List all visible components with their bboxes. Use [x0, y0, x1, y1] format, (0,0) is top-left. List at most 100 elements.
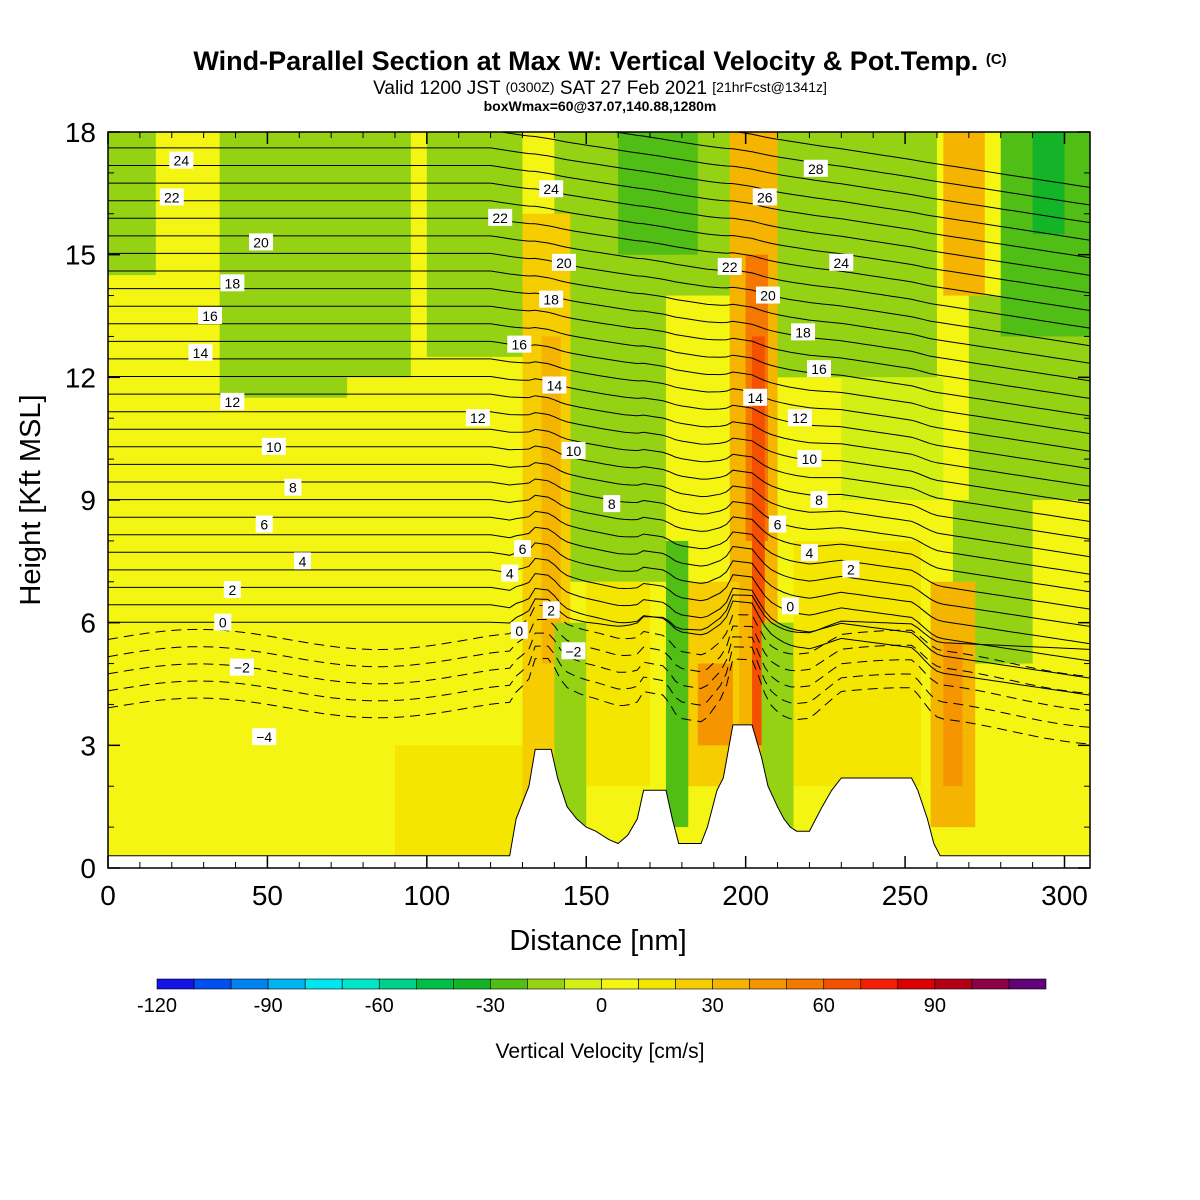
isotherm-label-text: 24 [834, 255, 850, 271]
isotherm-line [108, 147, 1090, 241]
isotherm-label-bg [252, 728, 277, 746]
isotherm-label-bg [261, 437, 286, 455]
colorbar-swatch [527, 978, 565, 990]
isotherm-label-text: 6 [260, 517, 268, 533]
isotherm-label-text: 18 [795, 324, 811, 340]
colorbar-swatch [564, 978, 602, 990]
shading-cell [943, 132, 985, 296]
isotherm-label: 26 [752, 188, 777, 206]
isotherm-label: 16 [507, 335, 532, 353]
isotherm-label-bg [797, 450, 822, 468]
colorbar-swatch [601, 978, 639, 990]
isotherm-label-text: 18 [543, 292, 559, 308]
isotherm-line [498, 132, 1090, 224]
isotherm-label-text: 14 [747, 390, 763, 406]
colorbar-swatch [860, 978, 899, 990]
isotherm-label: 16 [198, 307, 223, 324]
isotherm-label-bg [542, 601, 560, 619]
isotherm-line [108, 526, 1090, 627]
isotherm-label-text: 16 [202, 308, 218, 324]
isotherm-line [108, 252, 1090, 347]
colorbar-tick-label: -90 [254, 995, 283, 1017]
isotherm-label-bg [198, 307, 223, 324]
y-tick-label: 3 [80, 730, 96, 761]
isotherm-line [108, 376, 1090, 470]
isotherm-line [108, 305, 1090, 399]
isotherm-label: 0 [214, 613, 232, 631]
isotherm-label-bg [803, 159, 828, 177]
isotherm-label-bg [829, 253, 854, 271]
isotherm-label-text: 0 [786, 598, 794, 614]
isotherm-label-bg [229, 658, 254, 676]
isotherm-label-text: 8 [815, 492, 823, 508]
isotherm-label-bg [755, 286, 780, 304]
colorbar-tick-label: -30 [476, 995, 505, 1017]
isotherm-label: 6 [255, 515, 273, 533]
isotherm-label: 22 [717, 257, 742, 275]
x-tick-label: 200 [722, 880, 769, 911]
isotherm-label-text: 20 [760, 288, 776, 304]
shading-cell [474, 132, 523, 255]
isotherm-label: 0 [781, 597, 799, 615]
x-tick-label: 250 [882, 880, 929, 911]
y-tick-label: 15 [65, 240, 96, 271]
isotherm-label-bg [249, 233, 274, 251]
shading-cell [394, 745, 523, 868]
colorbar-swatch [934, 978, 973, 990]
box-info: boxWmax=60@37.07,140.88,1280m [483, 98, 717, 114]
isotherm-label-text: −2 [234, 660, 250, 676]
isotherm-label-text: 20 [253, 234, 269, 250]
isotherm-line [108, 340, 1090, 435]
y-tick-label: 0 [80, 853, 96, 884]
isotherm-label-text: 24 [543, 181, 559, 197]
colorbar-tick-label: 30 [702, 995, 724, 1017]
shading-cell [273, 132, 332, 296]
isotherm-label-bg [561, 441, 586, 459]
colorbar-swatch [823, 978, 862, 990]
isotherm-label-bg [488, 208, 513, 226]
colorbar-swatch [156, 978, 195, 990]
colorbar-tick-label: 0 [596, 995, 607, 1017]
shading-cell [108, 132, 156, 276]
isotherm-label-text: 2 [847, 562, 855, 578]
isotherm-label-bg [806, 360, 831, 378]
isotherm-line [108, 217, 1090, 311]
isotherm-label-text: 2 [547, 602, 555, 618]
colorbar-tick-label: 60 [813, 995, 835, 1017]
isotherm-label: 6 [769, 515, 787, 533]
copyright-mark: (C) [985, 51, 1007, 68]
y-tick-label: 6 [80, 608, 96, 639]
colorbar-swatch [304, 978, 343, 990]
isotherm-label-text: 8 [289, 480, 297, 496]
colorbar-swatch [897, 978, 936, 990]
valid-time-line: Valid 1200 JST (0300Z) SAT 27 Feb 2021 [… [373, 78, 827, 99]
isotherm-label-bg [510, 621, 528, 639]
x-tick-label: 0 [100, 880, 116, 911]
isotherm-label: 12 [787, 409, 812, 427]
isotherm-line [108, 572, 1090, 679]
isotherm-label: 4 [293, 552, 311, 570]
isotherm-label-bg [169, 151, 194, 169]
isotherm-label: 16 [806, 360, 831, 378]
isotherm-label-bg [539, 180, 564, 198]
isotherm-label-bg [787, 409, 812, 427]
isotherm-label: 22 [488, 208, 513, 226]
colorbar-label: Vertical Velocity [cm/s] [496, 1040, 705, 1063]
isotherm-label-bg [752, 188, 777, 206]
isotherm-label-bg [539, 290, 564, 308]
x-tick-label: 300 [1041, 880, 1088, 911]
isotherm-line [108, 323, 1090, 417]
isotherm-label: 6 [513, 540, 531, 558]
shading-cell [337, 132, 411, 378]
isotherm-label-bg [220, 274, 245, 292]
colorbar-swatch [638, 978, 676, 990]
isotherm-label-bg [159, 188, 184, 206]
colorbar-tick-label: -120 [137, 995, 177, 1017]
isotherm-label: 14 [542, 376, 567, 394]
isotherm-line [108, 632, 1090, 711]
isotherm-line [108, 557, 1090, 662]
isotherm-line [108, 200, 1090, 294]
isotherm-line [108, 619, 1090, 694]
isotherm-label: −4 [252, 728, 277, 746]
